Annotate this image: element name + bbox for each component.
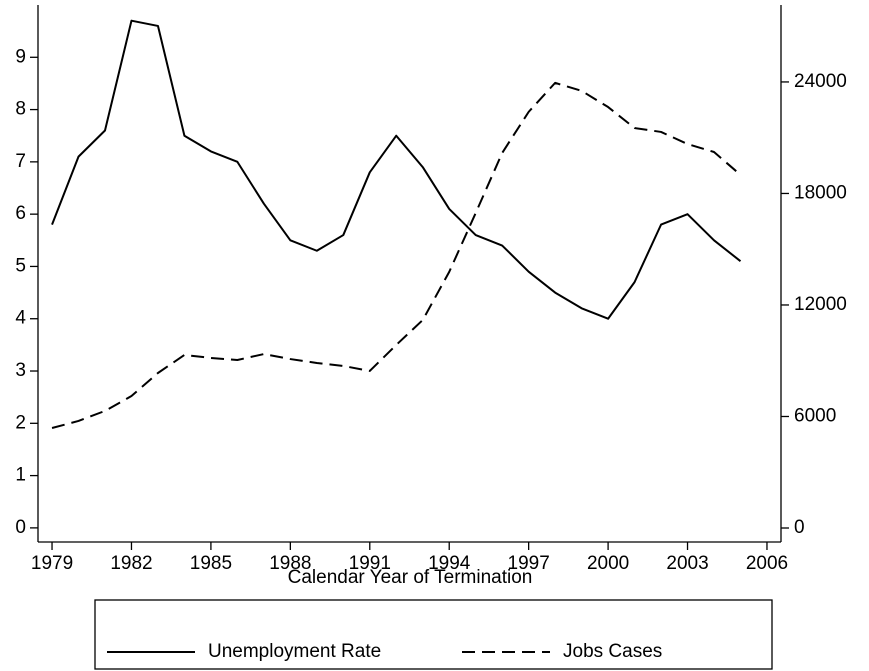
x-tick-label: 2003 [666,553,708,574]
y2-tick-label: 0 [794,517,805,538]
y-tick-label: 4 [15,308,26,329]
y2-tick-label: 12000 [794,294,847,315]
x-tick-label: 1997 [508,553,550,574]
legend-label: Unemployment Rate [208,641,381,662]
y2-tick-label: 24000 [794,71,847,92]
y-tick-label: 8 [15,99,26,120]
x-axis-title: Calendar Year of Termination [288,567,533,588]
x-tick-label: 1985 [190,553,232,574]
y-tick-label: 0 [15,517,26,538]
x-tick-label: 2000 [587,553,629,574]
legend-box [94,599,773,670]
y-tick-label: 1 [15,465,26,486]
x-tick-label: 1979 [31,553,73,574]
y2-tick-label: 6000 [794,406,836,427]
y-tick-label: 6 [15,203,26,224]
series-line [51,81,742,429]
x-tick-label: 1982 [110,553,152,574]
legend-label: Jobs Cases [563,641,662,662]
y-tick-label: 9 [15,46,26,67]
x-tick-label: 1994 [428,553,471,574]
y-tick-label: 7 [15,151,26,172]
x-tick-label: 1991 [349,553,391,574]
x-tick-label: 1988 [269,553,311,574]
series-line [51,19,742,320]
y-tick-label: 3 [15,360,26,381]
y-tick-label: 5 [15,255,26,276]
x-tick-label: 2006 [746,553,788,574]
y-tick-label: 2 [15,412,26,433]
y2-tick-label: 18000 [794,182,847,203]
